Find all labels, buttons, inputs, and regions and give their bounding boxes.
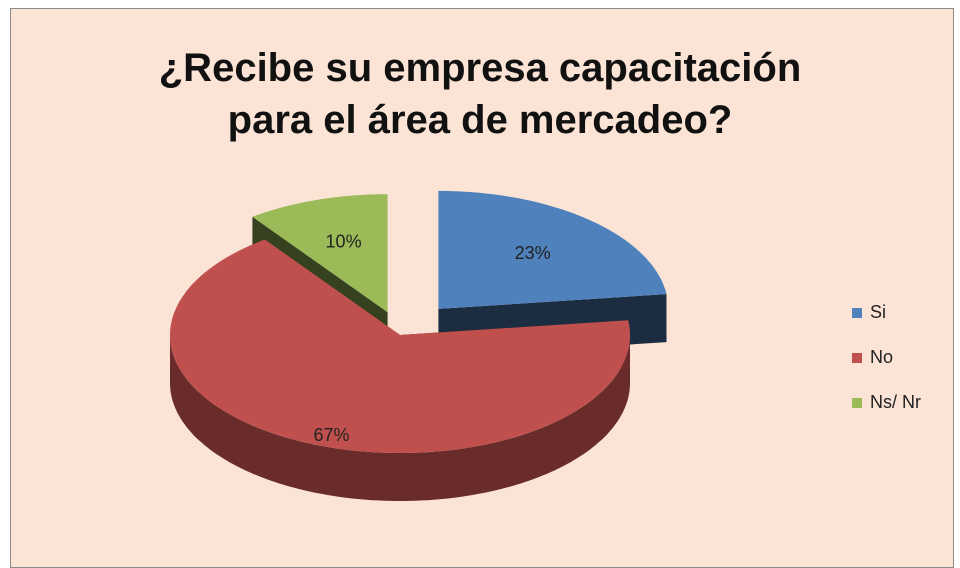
legend-label: No xyxy=(870,347,893,367)
chart-title: ¿Recibe su empresa capacitación para el … xyxy=(158,46,802,142)
data-label: 23% xyxy=(515,243,551,263)
slice xyxy=(438,190,667,309)
slice xyxy=(252,194,388,313)
legend-label: Si xyxy=(870,302,886,322)
slice xyxy=(170,239,630,453)
data-label: 10% xyxy=(326,231,362,251)
legend-swatch xyxy=(852,308,862,318)
legend-swatch xyxy=(852,398,862,408)
legend-label: Ns/ Nr xyxy=(870,392,921,412)
data-label: 67% xyxy=(313,425,349,445)
legend-swatch xyxy=(852,353,862,363)
slice-wall xyxy=(170,335,630,501)
